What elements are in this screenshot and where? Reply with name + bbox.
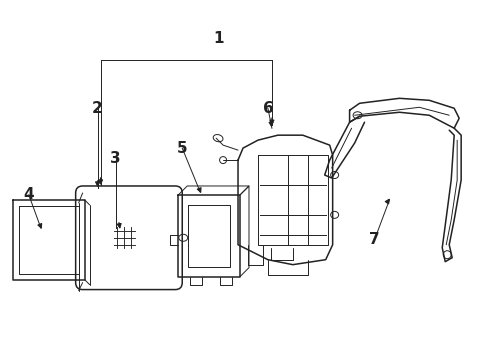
Text: 3: 3 xyxy=(110,150,121,166)
Text: 7: 7 xyxy=(369,232,380,247)
Text: 4: 4 xyxy=(24,188,34,202)
Text: 6: 6 xyxy=(263,101,273,116)
Text: 1: 1 xyxy=(213,31,223,46)
Text: 2: 2 xyxy=(92,101,103,116)
Text: 5: 5 xyxy=(177,141,188,156)
